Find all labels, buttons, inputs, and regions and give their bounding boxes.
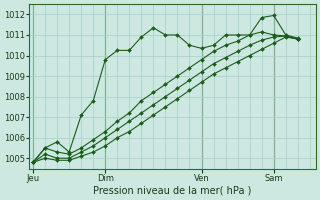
X-axis label: Pression niveau de la mer( hPa ): Pression niveau de la mer( hPa ) [93, 186, 252, 196]
